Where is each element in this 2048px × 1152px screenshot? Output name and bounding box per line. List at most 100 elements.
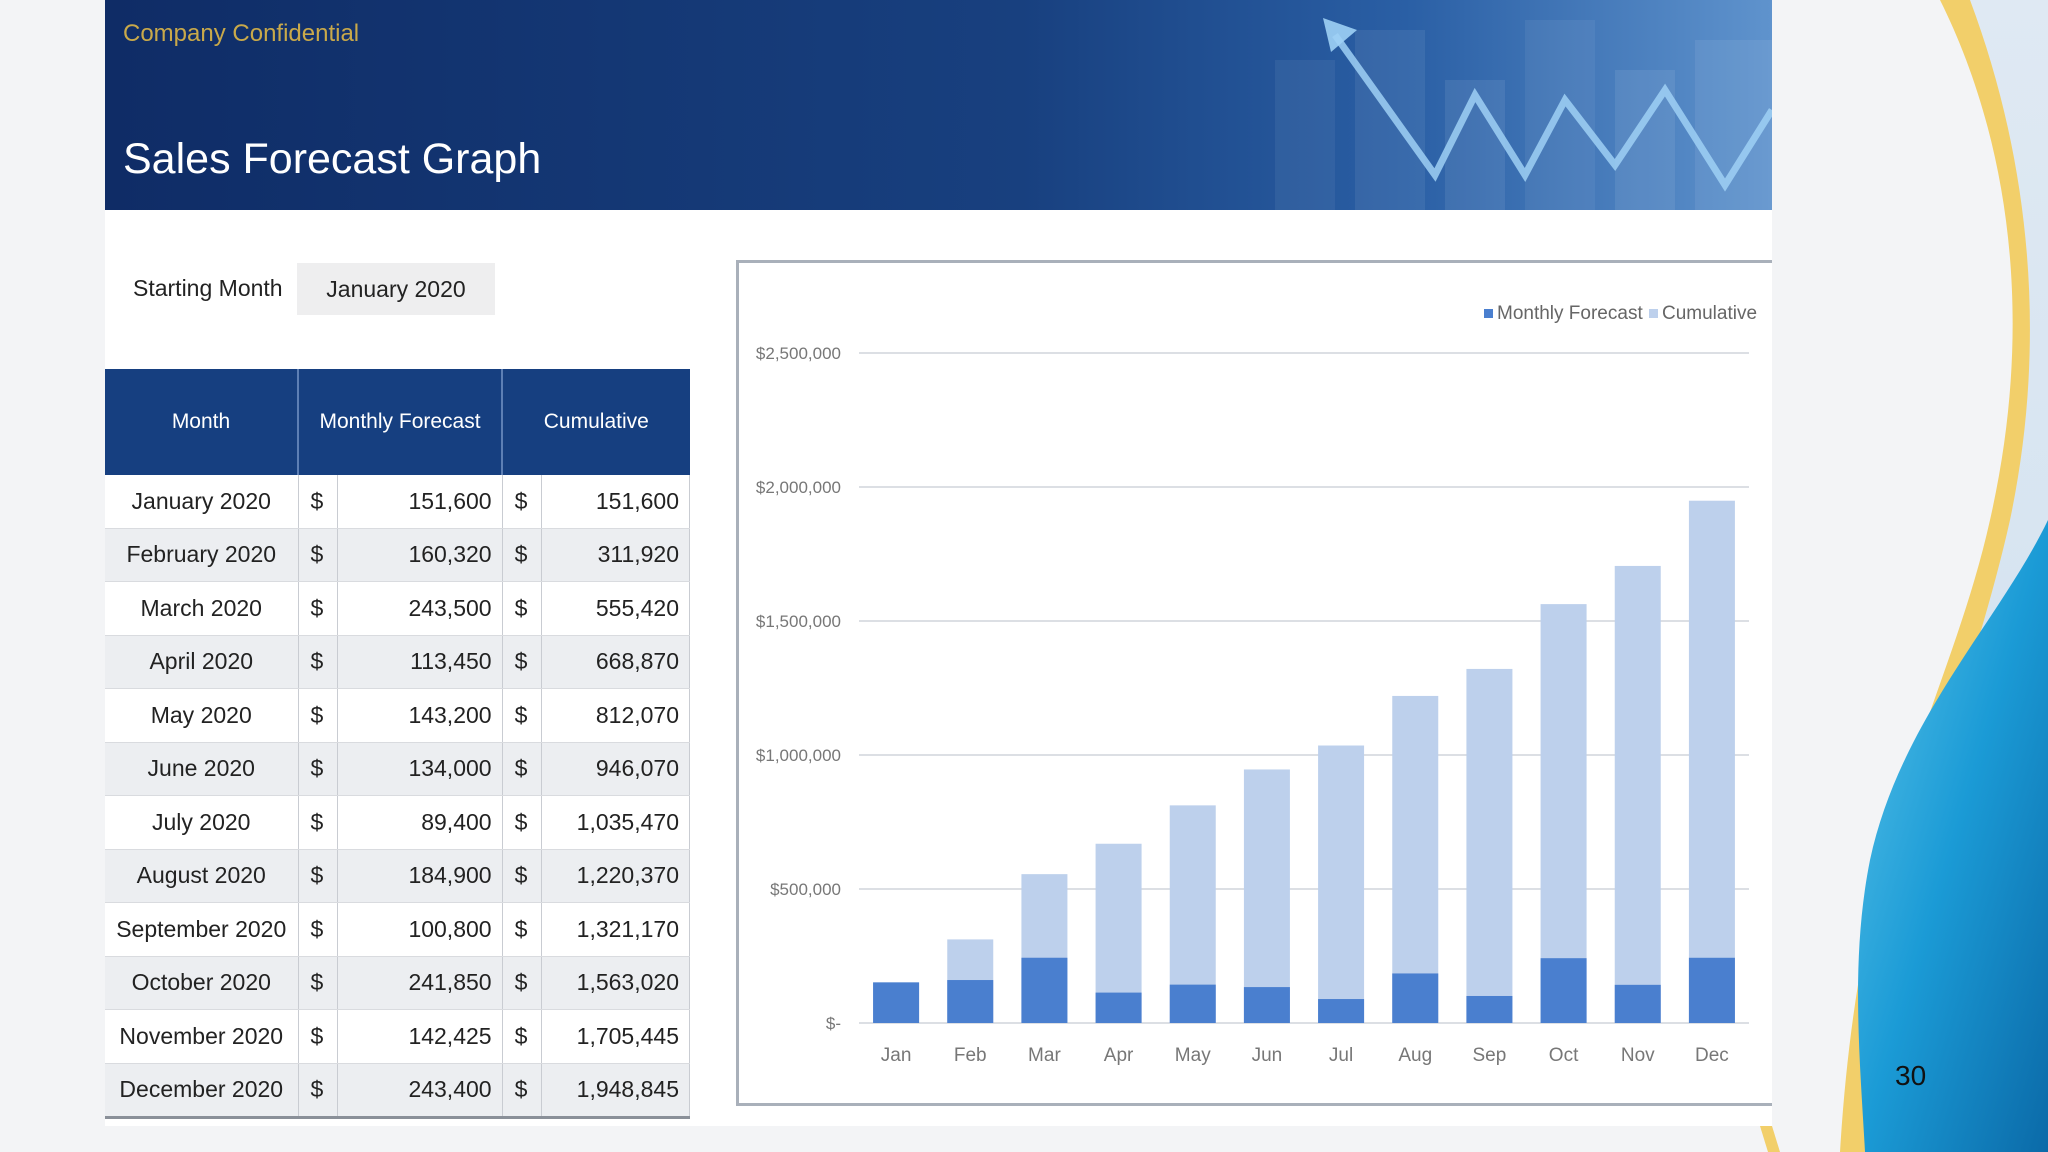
bar-monthly-forecast: [1021, 957, 1068, 1023]
table-row: June 2020 $134,000 $946,070: [105, 742, 691, 796]
cell-cumulative: 151,600: [541, 475, 691, 529]
cell-cumulative: 668,870: [541, 635, 691, 689]
cell-month: July 2020: [105, 795, 299, 850]
x-tick-label: Sep: [1473, 1045, 1507, 1066]
cell-currency-symbol: $: [298, 1063, 338, 1119]
cell-month: February 2020: [105, 528, 299, 582]
page-title: Sales Forecast Graph: [123, 135, 542, 183]
bar-cumulative: [1243, 769, 1290, 1023]
y-tick-label: $-: [826, 1014, 841, 1033]
bar-monthly-forecast: [947, 980, 994, 1023]
cell-month: January 2020: [105, 475, 299, 529]
table-row: August 2020 $184,900 $1,220,370: [105, 849, 691, 903]
cell-month: November 2020: [105, 1009, 299, 1064]
cell-monthly-forecast: 160,320: [337, 528, 503, 582]
cell-monthly-forecast: 241,850: [337, 956, 503, 1010]
x-tick-label: Apr: [1104, 1045, 1134, 1066]
table-row: October 2020 $241,850 $1,563,020: [105, 956, 691, 1010]
table-row: July 2020 $89,400 $1,035,470: [105, 795, 691, 850]
cell-currency-symbol: $: [502, 688, 542, 743]
cell-cumulative: 1,220,370: [541, 849, 691, 903]
sales-forecast-chart: $- $500,000 $1,000,000 $1,500,000 $2,000,000…: [756, 303, 1757, 1066]
legend-label: Monthly Forecast: [1497, 303, 1643, 324]
cell-monthly-forecast: 113,450: [337, 635, 503, 689]
bar-cumulative: [1540, 604, 1587, 1023]
legend-label: Cumulative: [1662, 303, 1757, 324]
cell-currency-symbol: $: [502, 635, 542, 689]
cell-cumulative: 555,420: [541, 581, 691, 636]
x-tick-label: Dec: [1695, 1045, 1729, 1066]
cell-currency-symbol: $: [502, 956, 542, 1010]
cell-cumulative: 1,321,170: [541, 902, 691, 957]
cell-currency-symbol: $: [502, 475, 542, 529]
cell-monthly-forecast: 143,200: [337, 688, 503, 743]
cell-monthly-forecast: 151,600: [337, 475, 503, 529]
x-tick-label: Aug: [1398, 1045, 1432, 1066]
banner-graph-art: [1275, 18, 1772, 210]
cell-currency-symbol: $: [502, 902, 542, 957]
cell-currency-symbol: $: [502, 795, 542, 850]
cell-cumulative: 1,948,845: [541, 1063, 691, 1119]
slide-card: Company Confidential Sales Forecast Grap…: [105, 0, 1772, 1126]
table-row: March 2020 $243,500 $555,420: [105, 581, 691, 636]
starting-month-input[interactable]: January 2020: [297, 263, 495, 315]
bar-monthly-forecast: [1095, 992, 1142, 1023]
y-tick-label: $2,500,000: [756, 344, 841, 363]
cell-monthly-forecast: 142,425: [337, 1009, 503, 1064]
cell-currency-symbol: $: [298, 795, 338, 850]
y-tick-label: $1,500,000: [756, 612, 841, 631]
cell-currency-symbol: $: [502, 581, 542, 636]
cell-month: March 2020: [105, 581, 299, 636]
cell-cumulative: 311,920: [541, 528, 691, 582]
bar-monthly-forecast: [873, 982, 920, 1023]
cell-monthly-forecast: 243,400: [337, 1063, 503, 1119]
legend-swatch: [1649, 309, 1658, 318]
cell-currency-symbol: $: [298, 475, 338, 529]
x-tick-label: May: [1175, 1045, 1211, 1066]
cell-month: August 2020: [105, 849, 299, 903]
table-row: January 2020 $151,600 $151,600: [105, 475, 691, 529]
table-row: November 2020 $142,425 $1,705,445: [105, 1009, 691, 1064]
table-header-row: Month Monthly Forecast Cumulative: [105, 369, 690, 475]
cell-month: December 2020: [105, 1063, 299, 1119]
bar-cumulative: [1318, 745, 1365, 1023]
cell-currency-symbol: $: [502, 849, 542, 903]
y-tick-label: $500,000: [770, 880, 841, 899]
cell-cumulative: 1,563,020: [541, 956, 691, 1010]
cell-currency-symbol: $: [298, 742, 338, 796]
bar-monthly-forecast: [1466, 995, 1513, 1023]
page-number: 30: [1895, 1060, 1927, 1091]
cell-currency-symbol: $: [502, 1063, 542, 1119]
cell-currency-symbol: $: [298, 849, 338, 903]
cell-month: May 2020: [105, 688, 299, 743]
x-tick-label: Nov: [1621, 1045, 1655, 1066]
cell-monthly-forecast: 134,000: [337, 742, 503, 796]
cell-monthly-forecast: 89,400: [337, 795, 503, 850]
bar-cumulative: [1392, 695, 1439, 1023]
cell-currency-symbol: $: [298, 1009, 338, 1064]
cell-cumulative: 1,705,445: [541, 1009, 691, 1064]
bar-monthly-forecast: [1318, 999, 1365, 1023]
cell-currency-symbol: $: [298, 581, 338, 636]
cell-currency-symbol: $: [298, 902, 338, 957]
x-tick-label: Jan: [881, 1045, 912, 1066]
chart-panel: $- $500,000 $1,000,000 $1,500,000 $2,000,000…: [736, 260, 1772, 1106]
table-row: May 2020 $143,200 $812,070: [105, 688, 691, 743]
cell-currency-symbol: $: [502, 742, 542, 796]
cell-currency-symbol: $: [298, 635, 338, 689]
x-tick-label: Oct: [1549, 1045, 1579, 1066]
cell-monthly-forecast: 184,900: [337, 849, 503, 903]
table-row: December 2020 $243,400 $1,948,845: [105, 1063, 691, 1119]
x-tick-label: Mar: [1028, 1045, 1061, 1066]
cell-cumulative: 812,070: [541, 688, 691, 743]
bar-cumulative: [1466, 668, 1513, 1023]
cell-cumulative: 1,035,470: [541, 795, 691, 850]
cell-currency-symbol: $: [298, 688, 338, 743]
cell-currency-symbol: $: [502, 1009, 542, 1064]
bar-monthly-forecast: [1243, 987, 1290, 1023]
confidential-label: Company Confidential: [123, 20, 360, 47]
y-tick-label: $2,000,000: [756, 478, 841, 497]
cell-month: April 2020: [105, 635, 299, 689]
bar-cumulative: [1614, 565, 1661, 1023]
